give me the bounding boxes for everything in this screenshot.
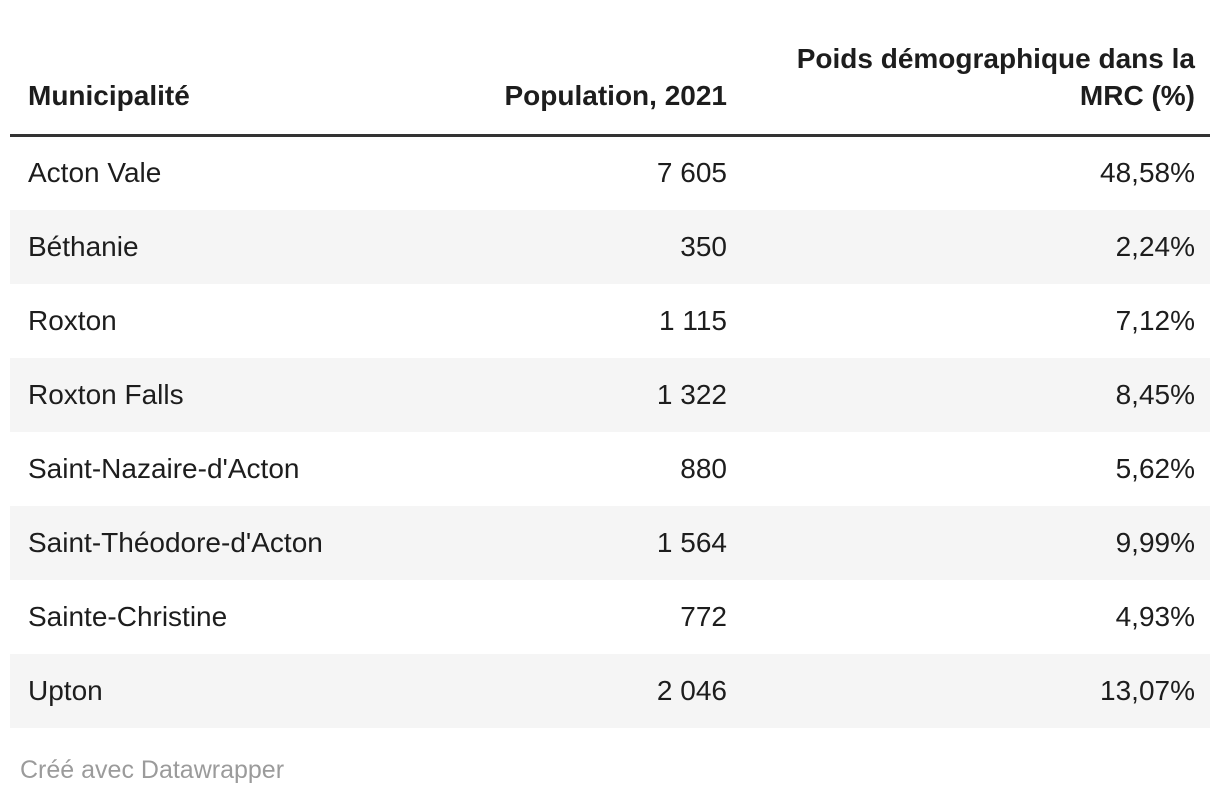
weight-cell: 13,07% <box>1100 674 1195 706</box>
municipality-cell: Acton Vale <box>28 157 162 189</box>
column-header-demographic-weight: Poids démographique dans la MRC (%) <box>740 40 1210 137</box>
municipality-cell: Béthanie <box>28 230 139 262</box>
table-header: Municipalité Population, 2021 Poids démo… <box>10 40 1210 137</box>
weight-cell: 48,58% <box>1100 157 1195 189</box>
weight-cell: 7,12% <box>1115 304 1195 336</box>
table-row: Béthanie 350 2,24% <box>10 209 1210 284</box>
column-header-municipality: Municipalité <box>10 40 450 137</box>
table-row: Upton 2 046 13,07% <box>10 653 1210 728</box>
municipality-cell: Saint-Théodore-d'Acton <box>28 526 323 558</box>
population-cell: 1 115 <box>659 304 727 336</box>
table-row: Roxton 1 115 7,12% <box>10 284 1210 358</box>
population-cell: 7 605 <box>656 157 727 189</box>
table-row: Acton Vale 7 605 48,58% <box>10 136 1210 210</box>
municipality-cell: Roxton Falls <box>28 378 184 410</box>
table-row: Saint-Nazaire-d'Acton 880 5,62% <box>10 432 1210 506</box>
footer: Créé avec Datawrapper <box>20 756 1210 785</box>
municipalities-table: Municipalité Population, 2021 Poids démo… <box>10 40 1210 728</box>
weight-cell: 2,24% <box>1115 230 1195 262</box>
weight-cell: 5,62% <box>1115 452 1195 484</box>
weight-cell: 8,45% <box>1115 378 1195 410</box>
municipality-cell: Saint-Nazaire-d'Acton <box>28 452 300 484</box>
population-cell: 1 564 <box>656 526 727 558</box>
municipality-cell: Upton <box>28 674 103 706</box>
population-cell: 350 <box>680 230 727 262</box>
weight-cell: 9,99% <box>1115 526 1195 558</box>
municipality-cell: Sainte-Christine <box>28 600 228 632</box>
municipality-cell: Roxton <box>28 304 117 336</box>
table-body: Acton Vale 7 605 48,58% Béthanie 350 2,24% Rox… <box>10 136 1210 728</box>
table-row: Saint-Théodore-d'Acton 1 564 9,99% <box>10 505 1210 580</box>
column-header-population: Population, 2021 <box>450 40 740 137</box>
population-cell: 880 <box>680 452 727 484</box>
population-cell: 772 <box>680 600 727 632</box>
header-row: Municipalité Population, 2021 Poids démo… <box>10 40 1210 137</box>
datawrapper-credit-link[interactable]: Créé avec Datawrapper <box>20 755 285 784</box>
population-cell: 1 322 <box>656 378 727 410</box>
table-row: Roxton Falls 1 322 8,45% <box>10 357 1210 432</box>
datawrapper-table: Municipalité Population, 2021 Poids démo… <box>10 40 1210 785</box>
population-cell: 2 046 <box>656 674 727 706</box>
weight-cell: 4,93% <box>1115 600 1195 632</box>
table-row: Sainte-Christine 772 4,93% <box>10 580 1210 654</box>
